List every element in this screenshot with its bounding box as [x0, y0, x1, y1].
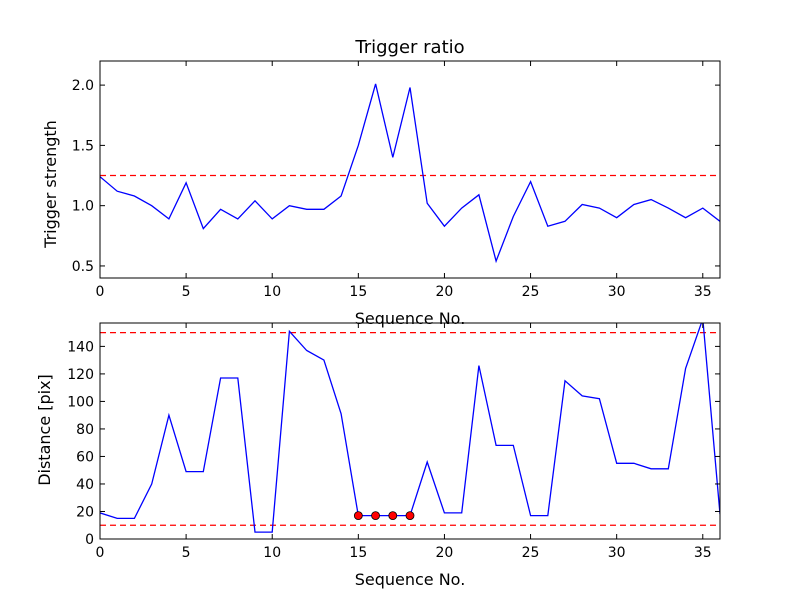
y-tick-label: 0.5	[72, 259, 94, 275]
y-tick-label: 20	[76, 504, 94, 520]
y-axis-label: Trigger strength	[41, 120, 60, 249]
chart-title: Trigger ratio	[354, 37, 464, 58]
trigger-ratio-panel: Trigger ratio Sequence No. Trigger stren…	[41, 37, 721, 328]
x-tick-label: 0	[96, 284, 105, 300]
x-tick-label: 0	[96, 545, 105, 561]
y-tick-label: 60	[76, 449, 94, 465]
highlight-point	[371, 511, 380, 521]
y-tick-label: 120	[67, 367, 94, 383]
x-tick-label: 25	[522, 545, 540, 561]
x-tick-label: 30	[608, 545, 626, 561]
x-tick-label: 15	[349, 545, 367, 561]
x-tick-label: 10	[263, 284, 281, 300]
x-tick-label: 15	[349, 284, 367, 300]
y-tick-label: 140	[67, 339, 94, 355]
axes-frame	[99, 60, 721, 279]
series-line	[100, 83, 720, 264]
x-tick-label: 25	[522, 284, 540, 300]
x-tick-label: 20	[436, 284, 454, 300]
distance-panel: Sequence No. Distance [pix] 0 5 10 15 20 25 30…	[35, 322, 721, 589]
x-axis-label: Sequence No.	[355, 570, 466, 589]
y-tick-label: 1.5	[72, 138, 94, 154]
y-tick-label: 80	[76, 422, 94, 438]
x-tick-label: 35	[694, 545, 712, 561]
x-tick-label: 35	[694, 284, 712, 300]
y-tick-label: 100	[67, 394, 94, 410]
x-tick-label: 5	[182, 545, 191, 561]
x-tick-label: 10	[263, 545, 281, 561]
x-axis-label: Sequence No.	[355, 309, 466, 328]
x-tick-label: 5	[182, 284, 191, 300]
y-tick-label: 1.0	[72, 199, 94, 215]
x-tick-label: 20	[436, 545, 454, 561]
axes-frame	[99, 322, 721, 540]
highlight-point	[388, 511, 398, 521]
chart-marks: 0 5 10 15 20 25 30 35 0.5 1.0 1.5 2.0	[72, 60, 721, 300]
highlight-point	[405, 511, 415, 521]
x-tick-label: 30	[608, 284, 626, 300]
highlight-point	[353, 511, 363, 521]
y-tick-label: 0	[85, 532, 94, 548]
chart-marks: 0 5 10 15 20 25 30 35 0 20 40 60 80 100 120 140	[67, 322, 721, 561]
y-tick-label: 40	[76, 477, 94, 493]
y-axis-label: Distance [pix]	[35, 374, 54, 486]
y-tick-label: 2.0	[72, 78, 94, 94]
